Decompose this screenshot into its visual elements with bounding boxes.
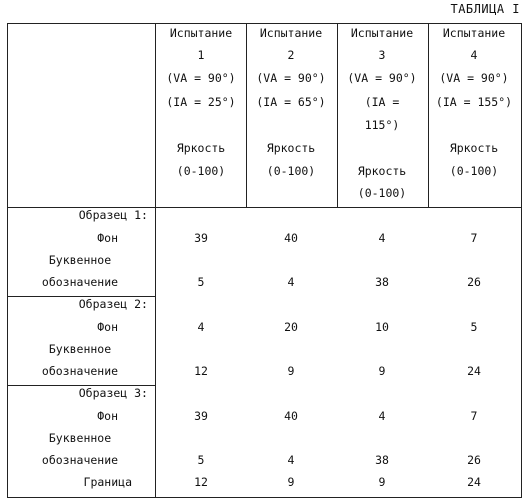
header-range: (0-100) xyxy=(358,188,406,200)
row-label-border: Граница xyxy=(84,477,132,489)
cell-value: 40 xyxy=(284,411,298,423)
cell-value: 4 xyxy=(379,411,386,423)
header-test-name: Испытание xyxy=(443,28,505,40)
cell-value: 38 xyxy=(375,455,389,467)
cell-value: 39 xyxy=(194,411,208,423)
row-label-background: Фон xyxy=(97,411,118,423)
header-ia: (IA = 65°) xyxy=(256,97,325,109)
header-test-number: 4 xyxy=(471,50,478,62)
header-test-name: Испытание xyxy=(260,28,322,40)
header-range: (0-100) xyxy=(450,166,498,178)
cell-value: 40 xyxy=(284,233,298,245)
row-label-letter: Буквенное xyxy=(49,344,111,356)
cell-value: 4 xyxy=(198,322,205,334)
cell-value: 5 xyxy=(198,455,205,467)
header-ia-line1: (IA = xyxy=(365,97,400,109)
cell-value: 26 xyxy=(467,455,481,467)
cell-value: 7 xyxy=(471,233,478,245)
header-va: (VA = 90°) xyxy=(256,73,325,85)
row-label-letter: обозначение xyxy=(42,455,118,467)
row-label-letter: Буквенное xyxy=(49,255,111,267)
cell-value: 5 xyxy=(198,277,205,289)
cell-value: 39 xyxy=(194,233,208,245)
cell-value: 4 xyxy=(288,277,295,289)
cell-value: 4 xyxy=(379,233,386,245)
cell-value: 9 xyxy=(379,366,386,378)
cell-value: 10 xyxy=(375,322,389,334)
cell-value: 20 xyxy=(284,322,298,334)
header-va: (VA = 90°) xyxy=(166,73,235,85)
header-ia: (IA = 25°) xyxy=(166,97,235,109)
header-brightness: Яркость xyxy=(177,143,225,155)
cell-value: 9 xyxy=(288,477,295,489)
row-label-letter: обозначение xyxy=(42,277,118,289)
header-va: (VA = 90°) xyxy=(347,73,416,85)
cell-value: 24 xyxy=(467,477,481,489)
sample-label: Образец 2: xyxy=(79,299,148,311)
sample-label: Образец 3: xyxy=(79,388,148,400)
row-label-letter: Буквенное xyxy=(49,433,111,445)
header-brightness: Яркость xyxy=(358,166,406,178)
cell-value: 12 xyxy=(194,477,208,489)
row-label-background: Фон xyxy=(97,322,118,334)
header-range: (0-100) xyxy=(267,166,315,178)
cell-value: 12 xyxy=(194,366,208,378)
header-test-number: 2 xyxy=(288,50,295,62)
header-test-name: Испытание xyxy=(351,28,413,40)
cell-value: 9 xyxy=(288,366,295,378)
cell-value: 5 xyxy=(471,322,478,334)
header-va: (VA = 90°) xyxy=(439,73,508,85)
header-ia: (IA = 155°) xyxy=(436,97,512,109)
row-label-background: Фон xyxy=(97,233,118,245)
header-test-number: 1 xyxy=(198,50,205,62)
cell-value: 38 xyxy=(375,277,389,289)
header-brightness: Яркость xyxy=(450,143,498,155)
sample-label: Образец 1: xyxy=(79,210,148,222)
row-label-letter: обозначение xyxy=(42,366,118,378)
header-ia-line2: 115°) xyxy=(365,120,400,132)
header-test-number: 3 xyxy=(379,50,386,62)
header-test-name: Испытание xyxy=(170,28,232,40)
cell-value: 7 xyxy=(471,411,478,423)
cell-value: 24 xyxy=(467,366,481,378)
header-range: (0-100) xyxy=(177,166,225,178)
header-brightness: Яркость xyxy=(267,143,315,155)
cell-value: 4 xyxy=(288,455,295,467)
cell-value: 9 xyxy=(379,477,386,489)
cell-value: 26 xyxy=(467,277,481,289)
